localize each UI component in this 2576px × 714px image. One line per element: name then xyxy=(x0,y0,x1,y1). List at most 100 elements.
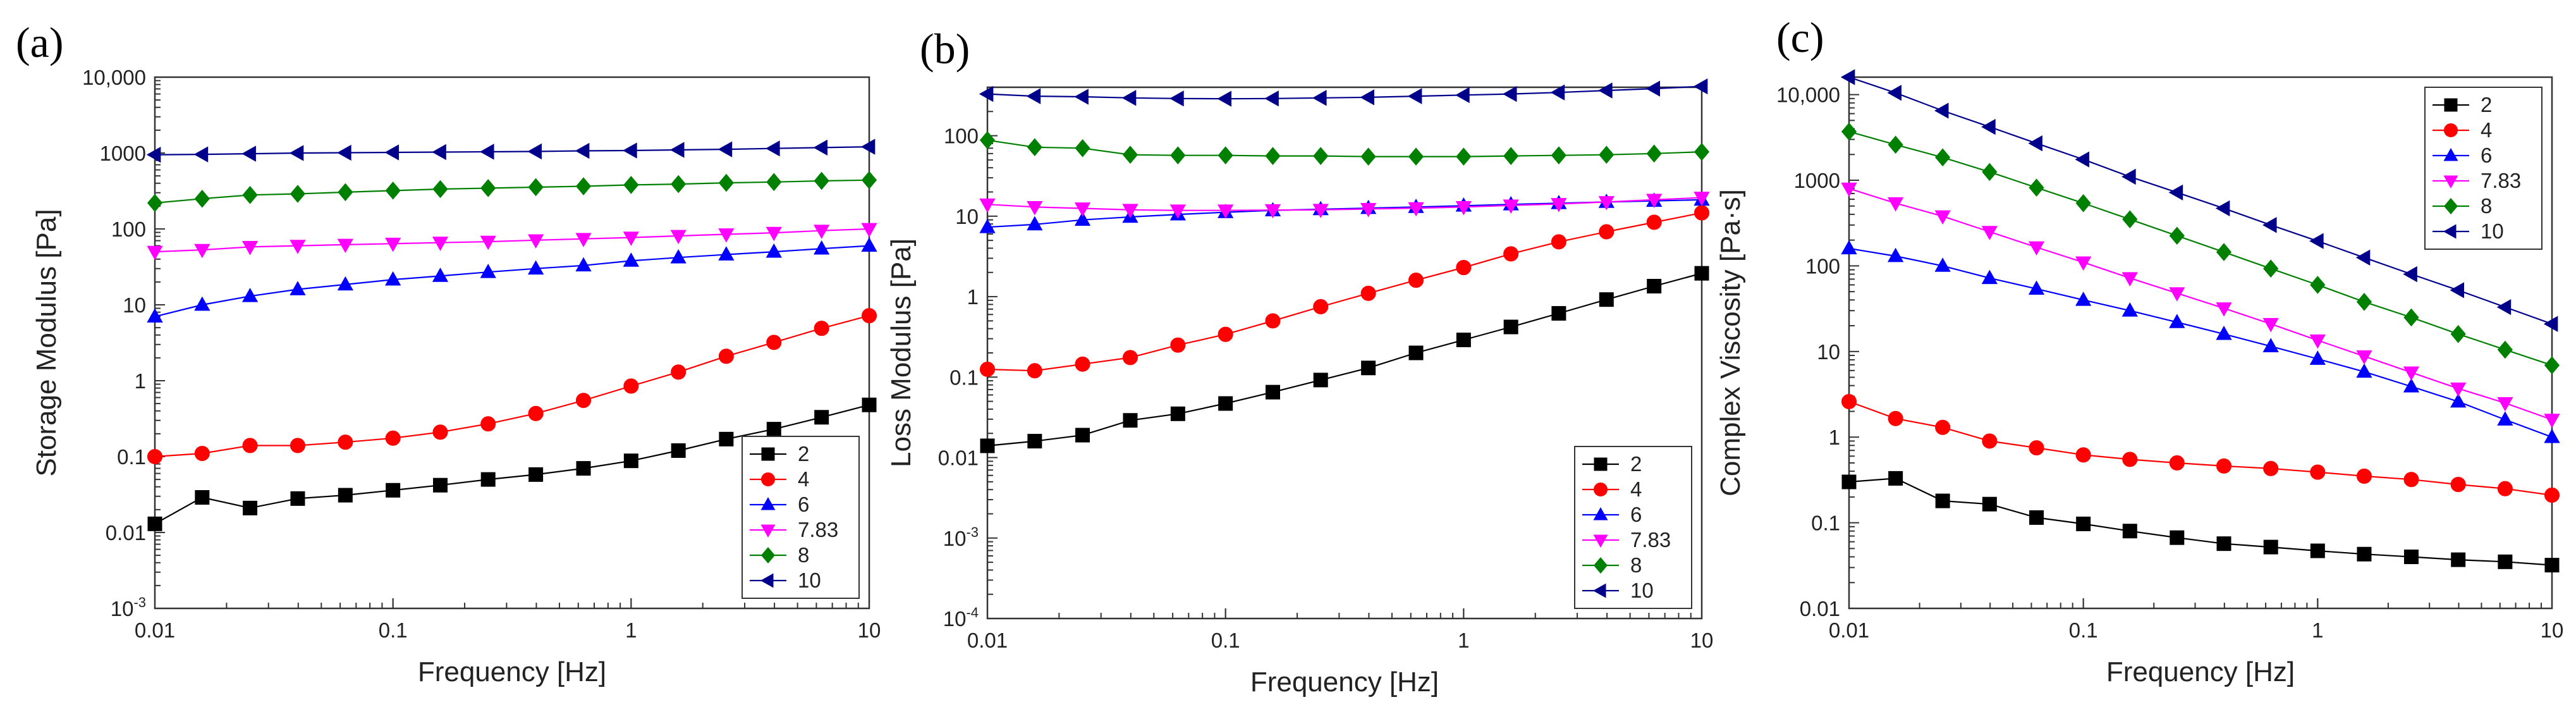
data-point xyxy=(2170,530,2185,545)
x-tick-label: 0.01 xyxy=(1829,619,1869,642)
series-line xyxy=(154,146,870,156)
data-point xyxy=(1647,278,1662,293)
data-point xyxy=(2122,524,2137,539)
data-point xyxy=(2029,178,2044,197)
legend-entry: 4 xyxy=(798,467,809,491)
data-point xyxy=(337,238,353,254)
x-tick-label: 0.01 xyxy=(135,619,175,642)
data-point xyxy=(1361,360,1376,376)
series-line xyxy=(154,179,870,204)
data-point xyxy=(2450,393,2467,408)
data-point xyxy=(2075,256,2092,271)
data-point xyxy=(1694,192,1710,206)
data-point xyxy=(1551,198,1567,212)
series-6 xyxy=(1841,240,2560,443)
y-tick-label: 10,000 xyxy=(1776,83,1840,107)
legend-marker xyxy=(761,547,775,563)
data-point xyxy=(2028,135,2042,152)
data-point xyxy=(718,246,735,261)
data-point xyxy=(1934,210,1951,225)
x-axis-label: Frequency [Hz] xyxy=(2106,656,2295,687)
chart-panel: (b) 0.01 0.1 1 10 10-4 10-3 0.01 0.1 1 10 100 Freque… xyxy=(886,25,1713,698)
series-10 xyxy=(146,138,876,163)
data-point xyxy=(2075,194,2091,212)
y-tick-label: 0.1 xyxy=(949,366,979,389)
data-point xyxy=(1887,85,1901,101)
legend-entry: 2 xyxy=(2481,93,2492,116)
data-point xyxy=(2262,317,2279,333)
legend-entry: 10 xyxy=(1630,579,1654,602)
legend-entry: 6 xyxy=(2481,144,2492,167)
data-point xyxy=(2497,340,2513,359)
data-point xyxy=(2121,168,2136,185)
data-point xyxy=(528,405,544,421)
data-point xyxy=(1074,211,1091,226)
data-point xyxy=(1455,200,1472,216)
y-tick-label: 100 xyxy=(1805,254,1840,278)
data-point xyxy=(2403,549,2419,564)
data-point xyxy=(384,144,400,161)
legend-box xyxy=(1574,446,1692,609)
series-4 xyxy=(147,308,877,465)
data-point xyxy=(623,142,637,159)
data-point xyxy=(1935,419,1951,435)
data-point xyxy=(2263,259,2279,278)
data-point xyxy=(2216,302,2232,317)
legend-entry: 2 xyxy=(1630,452,1642,476)
data-point xyxy=(290,240,306,254)
data-point xyxy=(670,249,687,264)
data-point xyxy=(1645,80,1661,97)
x-tick-label: 0.1 xyxy=(1211,629,1240,652)
x-tick-label: 0.1 xyxy=(2069,619,2098,642)
data-point xyxy=(1841,122,1857,141)
data-point xyxy=(1170,146,1186,164)
y-tick-label: 1 xyxy=(1829,426,1840,449)
data-point xyxy=(1360,285,1376,301)
data-point xyxy=(1074,202,1091,217)
legend-marker xyxy=(1594,557,1608,574)
data-point xyxy=(1934,257,1951,272)
data-point xyxy=(2216,536,2231,551)
legend-marker xyxy=(2443,224,2457,239)
series-line xyxy=(154,245,870,317)
legend-marker xyxy=(1593,583,1606,598)
data-point xyxy=(2028,241,2045,256)
data-point xyxy=(1841,240,1857,255)
legend-entry: 4 xyxy=(2481,118,2492,142)
data-point xyxy=(671,364,687,380)
data-point xyxy=(2450,282,2465,299)
data-point xyxy=(717,141,733,157)
data-point xyxy=(766,422,781,437)
y-tick-label: 100 xyxy=(944,125,979,148)
data-point xyxy=(338,434,353,450)
data-point xyxy=(862,397,877,412)
legend-marker xyxy=(760,573,774,588)
data-point xyxy=(338,183,353,202)
data-point xyxy=(814,171,829,190)
data-point xyxy=(480,144,494,160)
data-point xyxy=(527,260,544,275)
plot-frame xyxy=(154,76,870,610)
data-point xyxy=(194,189,210,208)
data-point xyxy=(432,477,448,493)
data-point xyxy=(623,231,639,246)
data-point xyxy=(2356,468,2372,484)
data-point xyxy=(2263,539,2278,555)
data-point xyxy=(1027,200,1043,216)
data-point xyxy=(2355,249,2371,266)
data-point xyxy=(1981,269,1998,285)
series-line xyxy=(154,404,870,525)
legend-marker xyxy=(2443,148,2458,161)
data-point xyxy=(1122,145,1138,164)
series-line xyxy=(154,228,870,253)
series-line xyxy=(1848,131,2553,366)
data-point xyxy=(241,145,256,162)
data-point xyxy=(2076,516,2091,531)
legend-entry: 6 xyxy=(1630,503,1642,526)
data-point xyxy=(670,230,687,245)
series-7.83 xyxy=(1841,182,2560,428)
data-point xyxy=(1170,406,1185,421)
data-point xyxy=(1646,144,1662,163)
data-point xyxy=(2357,546,2372,562)
data-point xyxy=(2544,429,2560,443)
